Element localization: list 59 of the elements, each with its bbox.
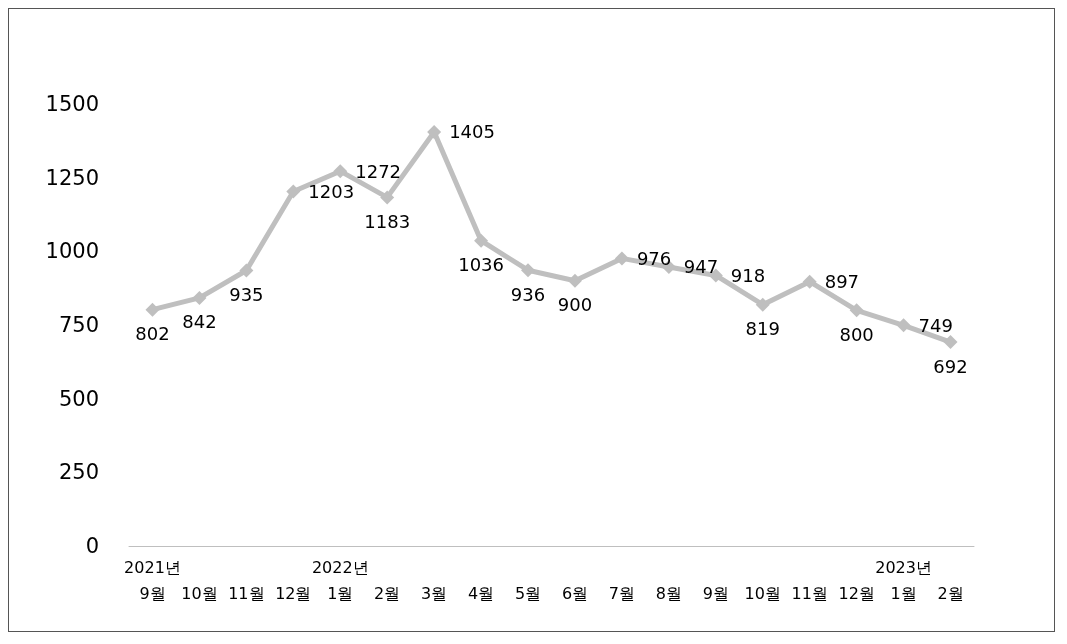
data-label: 1405: [449, 121, 495, 143]
x-tick-label: 3월: [421, 583, 448, 603]
data-label: 947: [683, 256, 719, 278]
x-tick-label: 12월: [275, 583, 312, 603]
point: [521, 263, 536, 278]
point: [896, 318, 911, 333]
x-tick-label: 2월: [937, 583, 964, 603]
x-tick-label: 7월: [608, 583, 636, 603]
data-label: 842: [182, 311, 217, 333]
point: [849, 303, 864, 318]
x-tick-label: 2023년 1월: [875, 557, 932, 603]
data-label: 1036: [458, 254, 504, 276]
y-tick-label: 1250: [45, 165, 99, 190]
x-tick-label: 12월: [838, 583, 875, 603]
x-tick-label: 11월: [791, 583, 828, 603]
x-tick-label: 10월: [744, 583, 781, 603]
point: [145, 302, 160, 317]
y-tick-label: 500: [58, 386, 99, 411]
data-label: 935: [229, 283, 264, 305]
data-label: 1272: [355, 160, 402, 182]
x-tick-label: 5월: [514, 583, 542, 603]
data-label: 1183: [364, 210, 411, 232]
point: [614, 251, 629, 266]
point: [427, 124, 442, 139]
point: [239, 263, 254, 278]
data-label: 1203: [308, 181, 355, 203]
data-label: 918: [730, 265, 766, 286]
data-label: 802: [135, 323, 170, 345]
data-label: 692: [933, 355, 968, 377]
y-tick-label: 750: [58, 313, 99, 337]
x-tick-label: 4월: [467, 583, 495, 603]
x-tick-label: 10월: [181, 583, 218, 603]
data-label: 976: [636, 247, 672, 269]
point: [802, 274, 817, 289]
data-label: 897: [824, 271, 860, 293]
x-tick-label: 2월: [374, 583, 401, 603]
data-label: 800: [839, 323, 874, 345]
x-tick-label: 6월: [561, 583, 589, 603]
x-tick-label: 11월: [228, 583, 265, 603]
x-tick-label: 9월: [702, 583, 729, 603]
x-tick-label: 2022년 1월: [311, 557, 369, 603]
point: [333, 164, 348, 179]
data-label: 749: [918, 314, 953, 336]
point: [192, 290, 207, 305]
point: [474, 233, 489, 248]
y-tick-label: 250: [58, 460, 99, 485]
data-label: 936: [510, 283, 546, 305]
data-label: 819: [745, 318, 780, 340]
point: [943, 335, 958, 350]
x-tick-label: 2021년 9월: [124, 557, 181, 603]
data-label: 900: [557, 294, 593, 316]
point: [567, 273, 582, 288]
y-tick-label: 1000: [45, 239, 99, 264]
point: [380, 190, 395, 205]
point: [286, 184, 301, 199]
point: [755, 297, 770, 312]
x-tick-label: 8월: [655, 583, 682, 603]
y-tick-label: 1500: [45, 92, 99, 116]
y-tick-label: 0: [85, 534, 99, 558]
